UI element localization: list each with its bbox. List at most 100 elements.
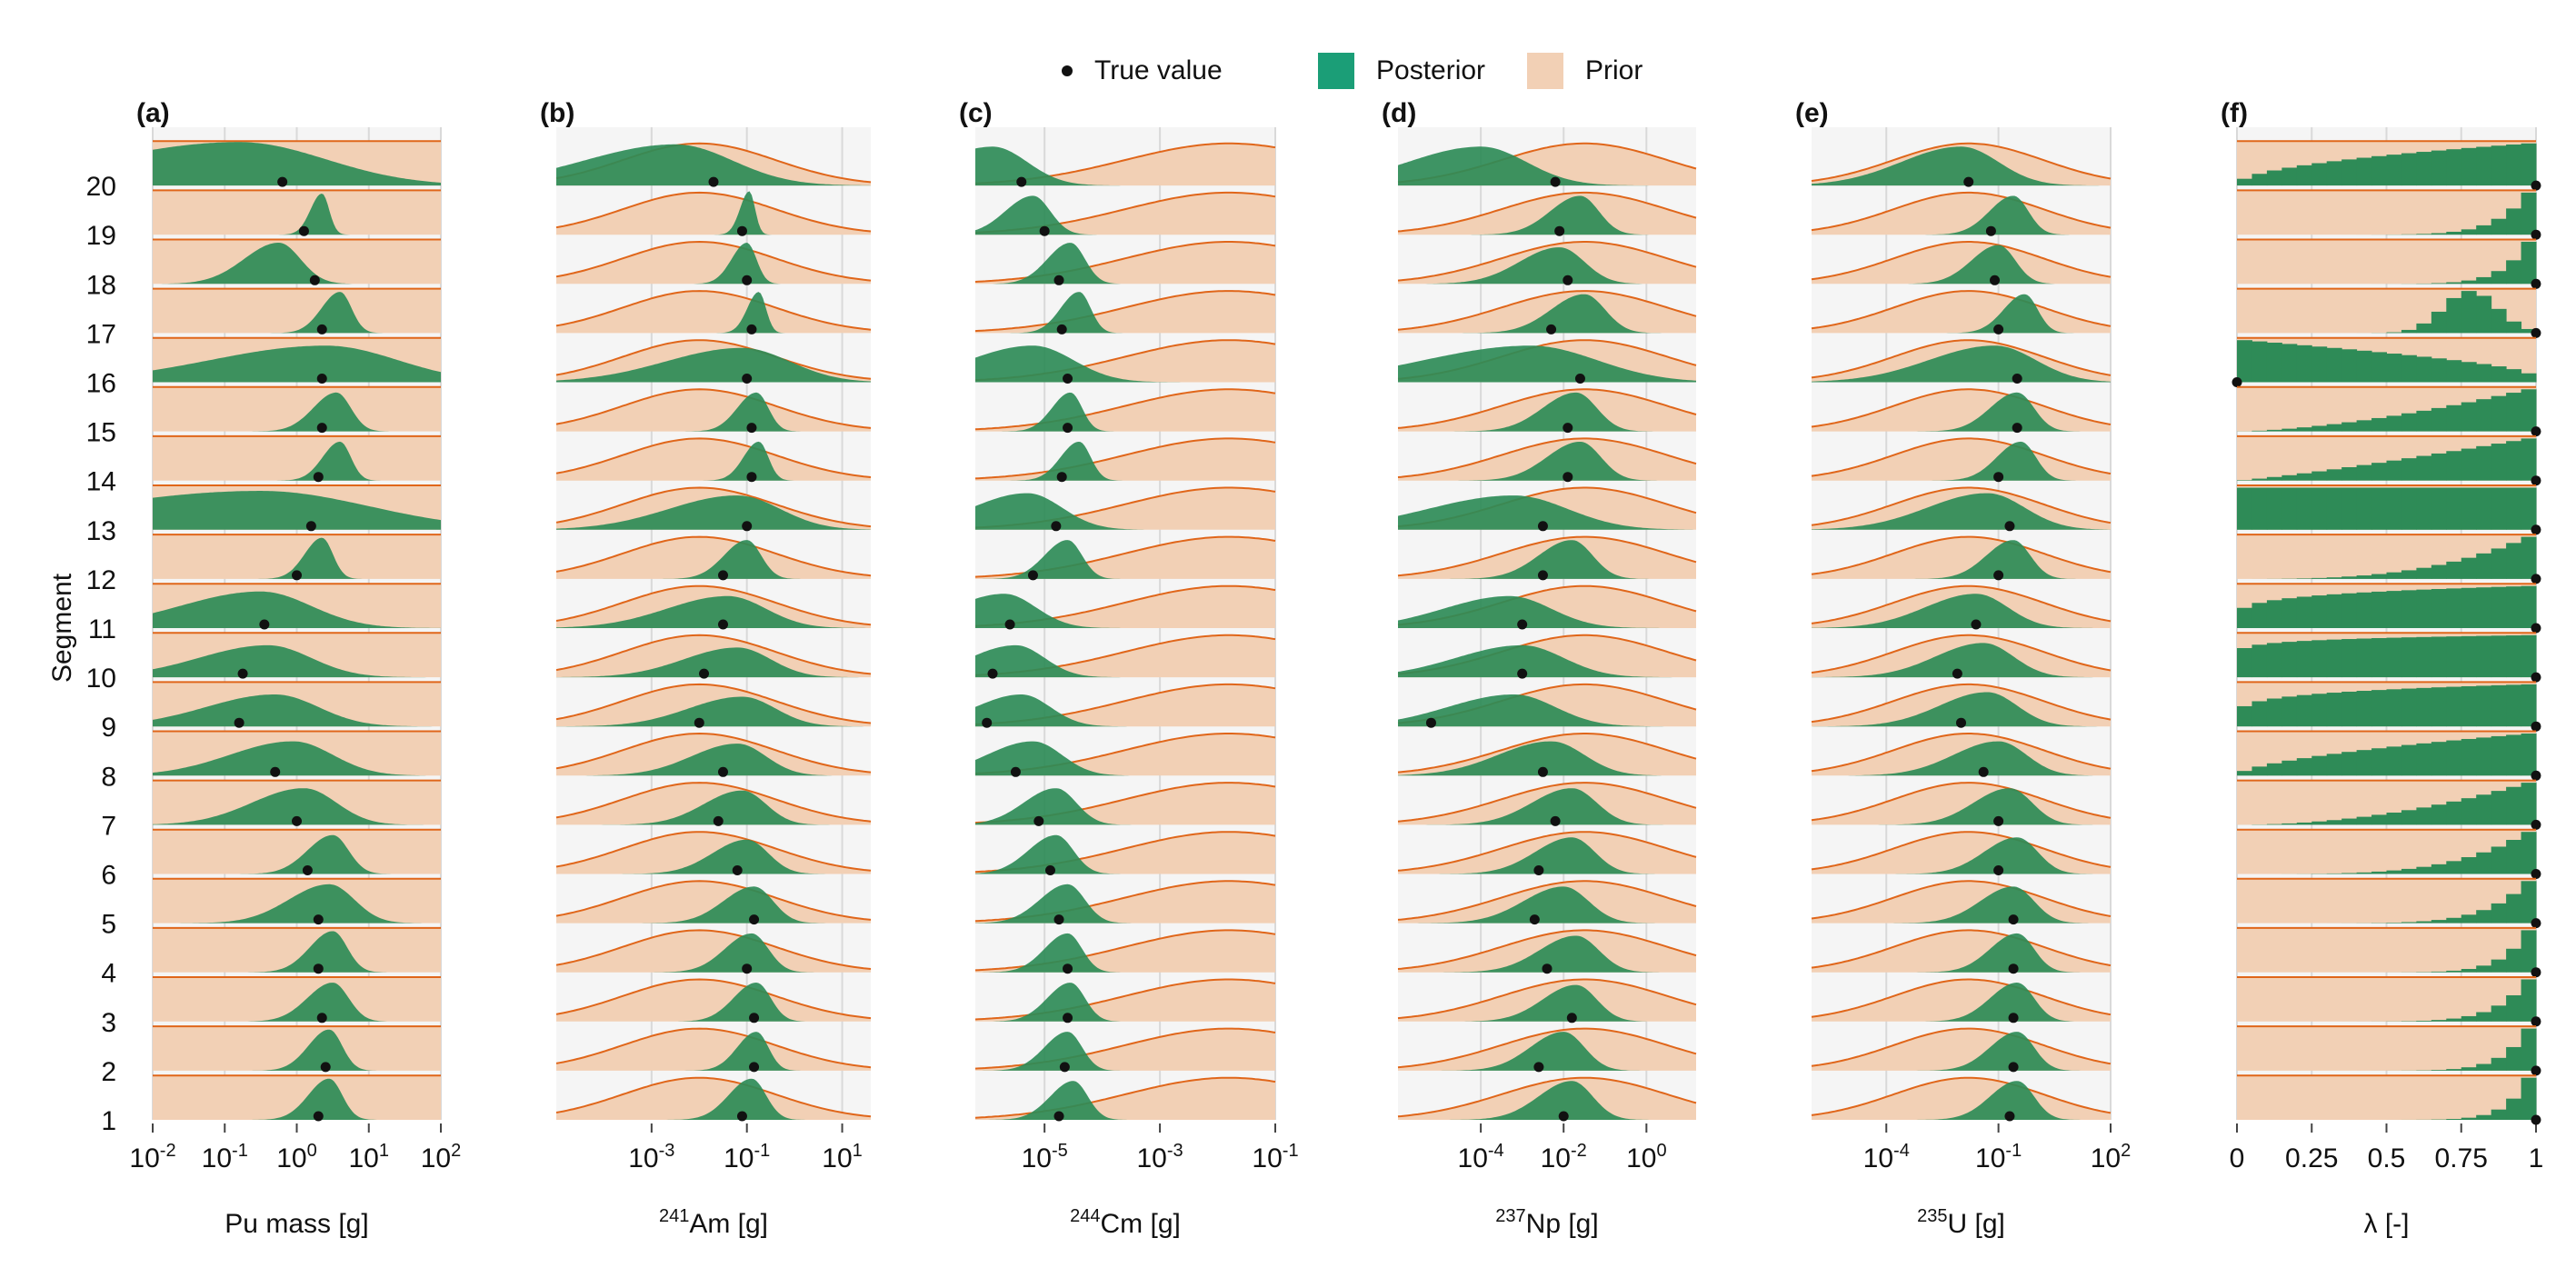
posterior-histogram-bar	[2461, 738, 2477, 776]
posterior-density	[1398, 1032, 1696, 1071]
prior-line	[1811, 929, 2112, 969]
prior-line	[1811, 584, 2112, 624]
posterior-histogram-bar	[2326, 487, 2342, 530]
posterior-histogram-bar	[2386, 689, 2402, 727]
posterior-density	[1812, 933, 2111, 973]
prior-line	[1397, 437, 1697, 478]
posterior-histogram-bar	[2431, 487, 2447, 530]
true-value-marker	[732, 865, 743, 875]
posterior-histogram-bar	[2386, 637, 2402, 678]
true-value-marker	[1993, 815, 2004, 826]
prior-line	[1811, 782, 2112, 822]
posterior-histogram-bar	[2281, 696, 2298, 727]
panel-e: 10-4 10-1 102 (e) 235U [g]	[1795, 98, 2131, 1239]
posterior-histogram-bar	[2371, 748, 2387, 776]
posterior-histogram-bar	[2401, 153, 2417, 186]
posterior-histogram-bar	[2461, 448, 2477, 481]
prior-density	[975, 536, 1275, 579]
posterior-histogram-bar	[2521, 328, 2537, 334]
x-tick-label: 101	[822, 1141, 863, 1173]
segment-16-ridge	[153, 336, 441, 384]
posterior-histogram-bar	[2506, 208, 2522, 235]
segment-14-ridge	[974, 437, 1276, 483]
posterior-histogram-bar	[2356, 420, 2372, 432]
posterior-histogram-bar	[2401, 868, 2417, 874]
segment-14-ridge	[1397, 437, 1697, 483]
prior-line	[1397, 191, 1697, 233]
posterior-density	[1398, 741, 1696, 776]
legend-true-value-label: True value	[1094, 55, 1223, 85]
posterior-histogram-bar	[2371, 690, 2387, 727]
prior-density	[975, 487, 1275, 530]
true-value-marker	[320, 1062, 331, 1073]
prior-line	[555, 1076, 872, 1118]
segment-17-ridge	[974, 290, 1276, 334]
posterior-histogram-bar	[2326, 639, 2342, 678]
true-value-marker	[742, 521, 753, 532]
posterior-density	[1812, 540, 2111, 579]
posterior-histogram-bar	[2521, 487, 2537, 530]
posterior-histogram-bar	[2506, 948, 2522, 973]
true-value-marker	[2531, 426, 2541, 437]
posterior-histogram-bar	[2476, 635, 2492, 678]
posterior-histogram-bar	[2446, 487, 2462, 530]
posterior-density	[975, 694, 1275, 727]
posterior-density	[975, 292, 1275, 334]
segment-14-ridge	[2237, 434, 2541, 486]
segment-18-ridge	[974, 241, 1276, 285]
posterior-density	[1812, 886, 2111, 924]
posterior-histogram-bar	[2401, 487, 2417, 530]
prior-line	[555, 535, 872, 577]
true-value-marker	[2012, 374, 2022, 384]
posterior-histogram-bar	[2266, 342, 2282, 383]
posterior-histogram-bar	[2491, 1109, 2507, 1120]
posterior-histogram-bar	[2281, 598, 2298, 628]
posterior-histogram-bar	[2446, 1119, 2462, 1120]
prior-density	[975, 585, 1275, 628]
posterior-histogram-bar	[2446, 801, 2462, 825]
posterior-histogram-bar	[2416, 356, 2432, 383]
posterior-histogram-bar	[2341, 422, 2358, 432]
posterior-histogram-bar	[2266, 476, 2282, 481]
prior-line	[555, 782, 872, 823]
prior-density	[556, 242, 871, 285]
posterior-histogram-bar	[2401, 458, 2417, 481]
true-value-marker	[2531, 574, 2541, 584]
posterior-histogram-bar	[2461, 402, 2477, 432]
segment-10-ridge	[555, 634, 872, 679]
prior-density	[975, 979, 1275, 1022]
posterior-histogram-bar	[2326, 347, 2342, 383]
true-value-marker	[1537, 521, 1548, 532]
posterior-histogram-bar	[2491, 218, 2507, 235]
segment-19-ridge	[1811, 191, 2112, 236]
posterior-density	[153, 983, 441, 1022]
true-value-marker	[1425, 717, 1436, 728]
segment-10-ridge	[1397, 634, 1697, 679]
y-tick-label-1: 1	[101, 1106, 116, 1136]
segment-18-ridge	[1397, 241, 1697, 285]
posterior-density	[1398, 195, 1696, 235]
posterior-histogram-bar	[2386, 572, 2402, 579]
posterior-histogram-bar	[2461, 1067, 2477, 1071]
segment-5-ridge	[1397, 880, 1697, 925]
segment-14-ridge	[153, 434, 441, 483]
posterior-histogram-bar	[2281, 474, 2298, 481]
prior-line	[1811, 1076, 2112, 1116]
posterior-histogram-bar	[2296, 473, 2312, 481]
prior-density	[1398, 192, 1696, 235]
y-tick-label-15: 15	[86, 418, 116, 448]
prior-density	[556, 1028, 871, 1071]
segment-12-ridge	[1397, 535, 1697, 581]
posterior-histogram-bar	[2461, 968, 2477, 973]
posterior-histogram-bar	[2506, 994, 2522, 1022]
posterior-density	[153, 644, 441, 678]
prior-line	[974, 290, 1276, 333]
posterior-density	[1398, 935, 1696, 973]
posterior-histogram-bar	[2326, 577, 2342, 579]
y-tick-label-10: 10	[86, 664, 116, 694]
posterior-histogram-bar	[2252, 174, 2268, 186]
posterior-density	[153, 694, 441, 727]
prior-line	[1397, 1076, 1697, 1118]
segment-6-ridge	[974, 831, 1276, 875]
segment-11-ridge	[1397, 584, 1697, 630]
